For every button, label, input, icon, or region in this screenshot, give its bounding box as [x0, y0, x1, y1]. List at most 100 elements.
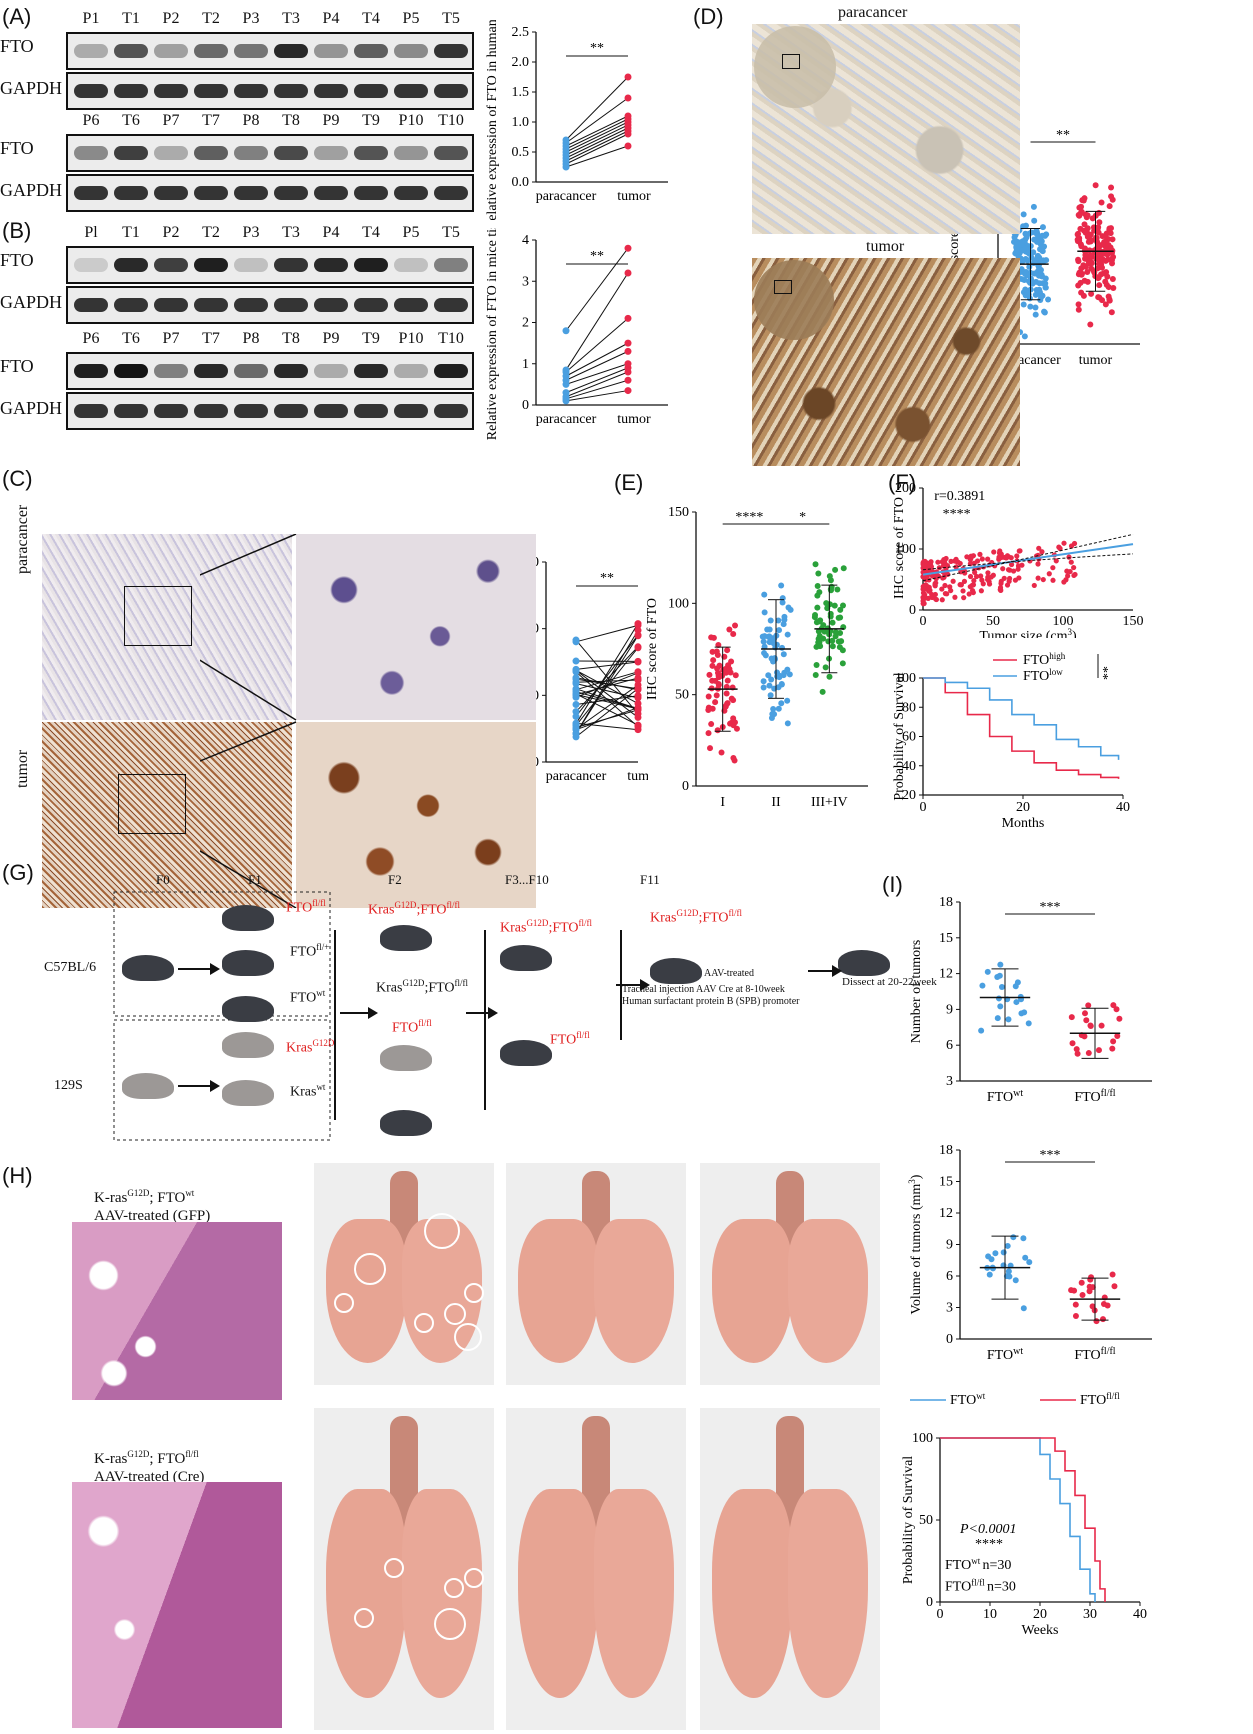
data-point	[921, 562, 927, 568]
band	[194, 258, 228, 272]
c-zoom-lines	[200, 534, 297, 908]
data-point	[825, 638, 832, 645]
point-paracancer	[572, 723, 580, 731]
point-tumor	[634, 669, 642, 677]
data-point	[724, 647, 731, 654]
band	[154, 146, 188, 160]
data-point	[985, 574, 991, 580]
band	[74, 44, 108, 58]
data-point	[1005, 567, 1012, 573]
data-point	[771, 711, 778, 718]
geno-f2-combo-sup2: fl/fl	[446, 900, 461, 910]
arrow-shaft	[466, 1012, 490, 1014]
x-tick-label: paracancer	[536, 412, 597, 427]
data-point	[1016, 548, 1022, 554]
data-point	[929, 594, 935, 600]
data-point	[927, 563, 933, 570]
data-point	[948, 587, 954, 594]
geno-f11-combo-sup1: G12D	[676, 908, 699, 918]
data-point	[837, 606, 844, 613]
geno-f3-combo-sup1: G12D	[526, 918, 549, 928]
point-tumor	[634, 706, 642, 714]
d-paracancer-title: paracancer	[838, 4, 908, 21]
data-point	[978, 1027, 985, 1034]
band	[194, 186, 228, 200]
data-point	[1031, 582, 1037, 589]
data-point	[1087, 252, 1094, 259]
band	[154, 44, 188, 58]
x-tick-label: FTOwt	[987, 1346, 1023, 1364]
panel-label-e: (E)	[614, 470, 644, 495]
data-point	[1107, 230, 1114, 237]
data-point	[1014, 979, 1021, 986]
data-point	[1061, 579, 1067, 585]
point-tumor	[624, 376, 632, 384]
chart-i-number: 3 6 9 12 15 18 Number of tumors FTOwt FTOfl/fl **…	[909, 895, 1152, 1105]
data-point	[985, 556, 991, 562]
data-point	[705, 706, 712, 713]
data-point	[940, 563, 947, 569]
band	[314, 84, 348, 98]
data-point	[1000, 1249, 1007, 1256]
lung-lobe-right	[402, 1488, 482, 1698]
data-point	[1090, 268, 1097, 275]
p-value: P<0.0001	[959, 1522, 1017, 1537]
data-point	[979, 577, 985, 583]
lane-label: P10	[398, 330, 424, 347]
band	[194, 44, 228, 58]
row-label-fto: FTO	[0, 356, 34, 376]
data-point	[775, 617, 782, 624]
band	[314, 258, 348, 272]
data-point	[925, 595, 931, 601]
data-point	[771, 656, 778, 663]
data-point	[1001, 575, 1007, 581]
data-point	[1102, 301, 1109, 308]
legend-label-sup: high	[1049, 651, 1066, 661]
lane-label: P9	[322, 330, 340, 347]
data-point	[1032, 291, 1039, 298]
c-paracancer-low	[42, 534, 292, 720]
band	[154, 186, 188, 200]
data-point	[1116, 1015, 1123, 1022]
data-point	[819, 688, 826, 695]
x-tick-label: 0	[937, 1607, 944, 1622]
data-point	[766, 626, 773, 633]
data-point	[760, 684, 767, 691]
legend-label: FTOfl/fl	[1080, 1391, 1120, 1408]
data-point	[961, 578, 968, 584]
data-point	[1111, 1283, 1118, 1290]
pair-line	[575, 684, 639, 730]
geno-fto-wt-sup: wt	[316, 988, 326, 998]
point-tumor	[634, 676, 642, 684]
fto-blot	[66, 134, 474, 172]
arrow-shaft	[340, 1012, 370, 1014]
data-point	[710, 657, 717, 664]
point-tumor	[634, 692, 642, 700]
generation-label: F3...F10	[505, 872, 549, 887]
data-point	[709, 648, 716, 655]
zoom-box	[782, 54, 800, 69]
geno-f2-fto: FTOfl/fl	[392, 1018, 432, 1036]
data-point	[921, 583, 927, 589]
band	[394, 44, 428, 58]
data-point	[787, 606, 794, 613]
lane-label: T6	[122, 112, 140, 129]
arrow-shaft	[616, 984, 642, 986]
data-point	[768, 676, 775, 683]
lung-lobe-left	[518, 1218, 598, 1363]
data-point	[1042, 284, 1049, 291]
data-point	[1076, 204, 1083, 211]
band	[154, 84, 188, 98]
data-point	[1065, 573, 1071, 579]
y-tick-label: 100	[895, 671, 916, 686]
data-point	[944, 591, 950, 597]
data-point	[728, 695, 735, 702]
data-point	[1069, 1040, 1076, 1047]
y-tick-label: 9	[946, 1238, 953, 1253]
data-point	[1000, 566, 1006, 572]
pair-line	[565, 247, 629, 332]
sig-label: **	[1095, 666, 1110, 680]
lane-label: P10	[398, 112, 424, 129]
data-point	[997, 548, 1003, 554]
data-point	[1110, 254, 1117, 261]
